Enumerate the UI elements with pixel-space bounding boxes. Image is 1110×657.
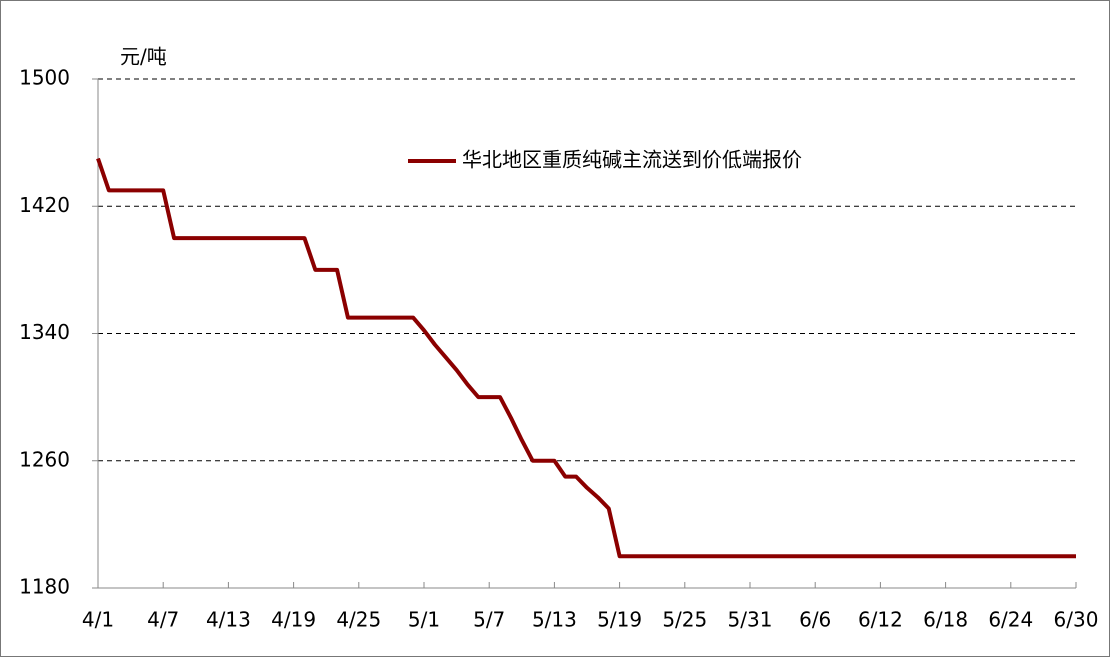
x-tick-label: 6/6 [799, 608, 831, 632]
y-axis-label: 元/吨 [120, 45, 167, 69]
x-tick-label: 6/30 [1054, 608, 1099, 632]
y-tick-label: 1260 [19, 447, 70, 471]
line [96, 157, 1076, 559]
x-tick-label: 4/1 [82, 608, 114, 632]
x-tick-label: 4/19 [271, 608, 316, 632]
x-tick-label: 6/12 [858, 608, 903, 632]
y-tick-label: 1500 [19, 66, 70, 90]
x-tick-label: 4/25 [336, 608, 381, 632]
y-tick-label: 1340 [19, 320, 70, 344]
y-tick-label: 1180 [19, 575, 70, 599]
x-tick-label: 6/24 [988, 608, 1033, 632]
x-tick-label: 4/7 [147, 608, 179, 632]
x-tick-label: 5/25 [662, 608, 707, 632]
x-tick-label: 6/18 [923, 608, 968, 632]
x-tick-label: 5/31 [728, 608, 773, 632]
x-tick-label: 5/13 [532, 608, 577, 632]
legend-label: 华北地区重质纯碱主流送到价低端报价 [462, 148, 802, 172]
x-tick-label: 4/13 [206, 608, 251, 632]
x-tick-label: 5/7 [473, 608, 505, 632]
x-tick-label: 5/19 [597, 608, 642, 632]
y-tick-label: 1420 [19, 193, 70, 217]
x-tick-label: 5/1 [408, 608, 440, 632]
